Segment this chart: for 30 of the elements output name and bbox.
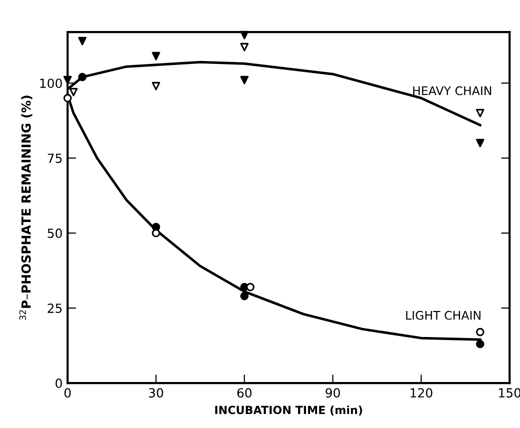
x-tick-label: 0 xyxy=(64,388,71,398)
point xyxy=(476,138,484,148)
point xyxy=(240,42,249,52)
x-tick-label: 90 xyxy=(326,388,340,398)
point xyxy=(63,94,72,102)
x-tick-label: 120 xyxy=(410,388,432,398)
point xyxy=(152,82,160,90)
point xyxy=(63,76,72,84)
x-axis-title: INCUBATION TIME (min) xyxy=(215,406,362,416)
point xyxy=(69,88,78,96)
point xyxy=(476,328,484,336)
x-tick-label: 60 xyxy=(237,388,252,398)
point xyxy=(78,36,86,46)
annotation: HEAVY CHAIN xyxy=(413,86,492,96)
point xyxy=(476,340,484,348)
point xyxy=(246,282,254,292)
y-tick-label: 75 xyxy=(48,154,62,164)
annotation: LIGHT CHAIN xyxy=(406,310,480,320)
point xyxy=(240,30,249,40)
y-tick-label: 25 xyxy=(48,304,62,313)
x-tick-label: 30 xyxy=(149,388,164,398)
point xyxy=(240,292,249,300)
y-axis-title: $^{32}$P–PHOSPHATE REMAINING (%) xyxy=(19,96,32,320)
point xyxy=(240,76,249,84)
y-tick-label: 0 xyxy=(56,378,62,388)
point xyxy=(78,72,86,82)
point xyxy=(152,52,160,60)
point xyxy=(476,108,484,118)
y-tick-label: 100 xyxy=(40,78,62,88)
y-tick-label: 50 xyxy=(48,228,62,238)
